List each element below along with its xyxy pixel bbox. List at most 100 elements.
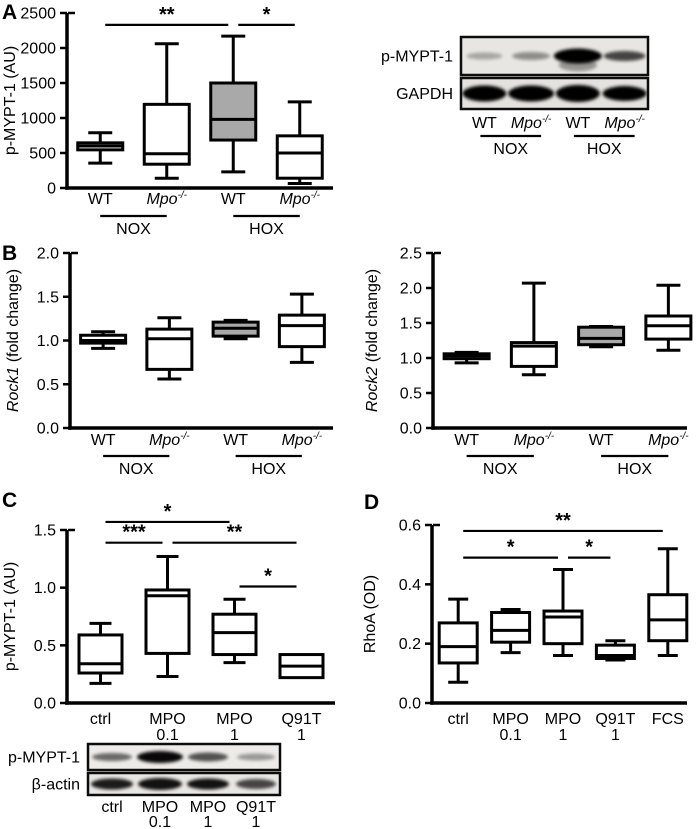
iqr-box	[644, 314, 693, 341]
lane-label: Mpo-/-	[604, 114, 645, 132]
group-label: HOX	[587, 141, 622, 158]
protein-band	[553, 48, 602, 64]
category-label: WT	[454, 432, 479, 449]
axes: 0.0 0.5 1.0 1.5	[34, 523, 335, 713]
blot-row-label: GAPDH	[396, 86, 453, 103]
iqr-box	[209, 81, 258, 142]
y-tick-label: 1.5	[34, 523, 56, 540]
group-label: NOX	[483, 461, 518, 478]
group-label: HOX	[617, 461, 652, 478]
iqr-box	[509, 341, 558, 368]
iqr-box	[647, 593, 689, 643]
y-tick-label: 0	[47, 181, 56, 198]
category-label: Mpo-/-	[146, 190, 187, 208]
iqr-box	[275, 134, 324, 180]
y-axis-title: RhoA (OD)	[362, 575, 379, 653]
axes: 0.0 0.2 0.4 0.6	[399, 518, 687, 713]
group-label: NOX	[116, 221, 151, 238]
iqr-box	[437, 621, 479, 665]
y-tick-label: 2.0	[400, 281, 422, 298]
y-tick-label: 0.5	[37, 377, 59, 394]
iqr-box	[277, 313, 326, 349]
category-label-line2: 1	[559, 727, 568, 744]
category-label: MPO	[492, 711, 528, 728]
protein-band	[555, 85, 600, 102]
box-2	[542, 568, 584, 658]
protein-band	[237, 753, 275, 761]
box-3	[275, 100, 324, 185]
box-1	[509, 281, 558, 377]
category-label: Mpo-/-	[514, 431, 555, 449]
blot-row-1: GAPDH	[396, 76, 650, 111]
box-1	[145, 316, 194, 381]
category-label: Mpo-/-	[282, 431, 323, 449]
category-label: Mpo-/-	[279, 190, 320, 208]
lane-label: WT	[565, 115, 590, 132]
box-0	[79, 330, 128, 350]
iqr-box	[577, 325, 626, 347]
panel-b-boxplot-rock1: 0.0 0.5 1.0 1.5 2.0 Rock1 (fold change) WT Mpo-…	[5, 246, 333, 478]
sig-stars: *	[507, 537, 515, 559]
category-label: Q91T	[595, 711, 635, 728]
y-tick-label: 2.5	[400, 246, 422, 263]
category-label: WT	[88, 191, 113, 208]
category-label: MPO	[216, 711, 252, 728]
group-label: HOX	[249, 221, 284, 238]
protein-band	[602, 86, 647, 101]
blot-row-0: p-MYPT-1	[8, 742, 282, 772]
sig-stars: **	[227, 522, 243, 544]
box-1	[142, 42, 191, 180]
significance: ** *	[105, 4, 295, 26]
protein-band	[137, 751, 183, 763]
category-label: Q91T	[281, 711, 321, 728]
lane-label: WT	[472, 115, 497, 132]
panel-c-boxplot-pmypt1: 0.00.51.01.5 p-MYPT-1 (AU) ctrl MPO0.1MPO1Q…	[2, 501, 335, 744]
iqr-box	[145, 327, 194, 371]
blot-row-0: p-MYPT-1	[381, 35, 650, 77]
box-0	[77, 621, 124, 685]
y-tick-label: 0.4	[399, 577, 421, 594]
blot-strip	[86, 771, 282, 797]
iqr-box	[490, 611, 532, 644]
group-label: NOX	[119, 461, 154, 478]
x-axis-labels: WT Mpo-/- WT Mpo-/- NOX HOX	[88, 190, 321, 238]
protein-band	[187, 778, 229, 790]
axes: 0 500 1000 1500 2000 2500	[20, 6, 333, 198]
lane-label-line2: 0.1	[149, 814, 171, 829]
panel-b-boxplot-rock2: 0.0 0.5 1.0 1.5 2.0 2.5 Rock2 (fold change) WT M…	[364, 246, 693, 478]
y-axis-title: p-MYPT-1 (AU)	[2, 562, 19, 671]
box-0	[442, 350, 491, 365]
protein-band	[512, 52, 551, 60]
panel-label-c: C	[2, 489, 18, 512]
category-label: WT	[91, 432, 116, 449]
blot-row-1: β-actin	[32, 771, 282, 797]
lane-label: Q91T	[236, 799, 276, 816]
lane-label-line2: 1	[252, 814, 261, 829]
panel-label-d: D	[364, 491, 380, 514]
box-3	[277, 292, 326, 364]
category-label: WT	[589, 432, 614, 449]
y-tick-label: 0.0	[400, 421, 422, 438]
x-axis-labels: WT Mpo-/- WT Mpo-/- NOX HOX	[91, 431, 323, 478]
significance: **** ***	[105, 501, 297, 588]
blot-row-label: p-MYPT-1	[381, 49, 453, 66]
panel-a-western-blot: p-MYPT-1 GAPDH WT Mpo-/- WT Mpo-/- NOX HOX	[381, 35, 650, 158]
protein-band	[188, 752, 228, 762]
axes: 0.0 0.5 1.0 1.5 2.0	[37, 246, 333, 438]
blot-lane-labels: WT Mpo-/- WT Mpo-/- NOX HOX	[472, 114, 646, 158]
significance: *** *	[463, 510, 663, 559]
protein-band	[91, 778, 133, 790]
y-tick-label: 2000	[20, 41, 56, 58]
box-2	[211, 597, 258, 665]
box-0	[437, 597, 479, 684]
sig-stars: **	[159, 4, 175, 26]
panel-label-a: A	[2, 1, 18, 24]
sig-stars: *	[263, 4, 271, 26]
iqr-box	[211, 612, 258, 657]
lane-label: MPO	[190, 799, 226, 816]
box-2	[211, 318, 260, 341]
